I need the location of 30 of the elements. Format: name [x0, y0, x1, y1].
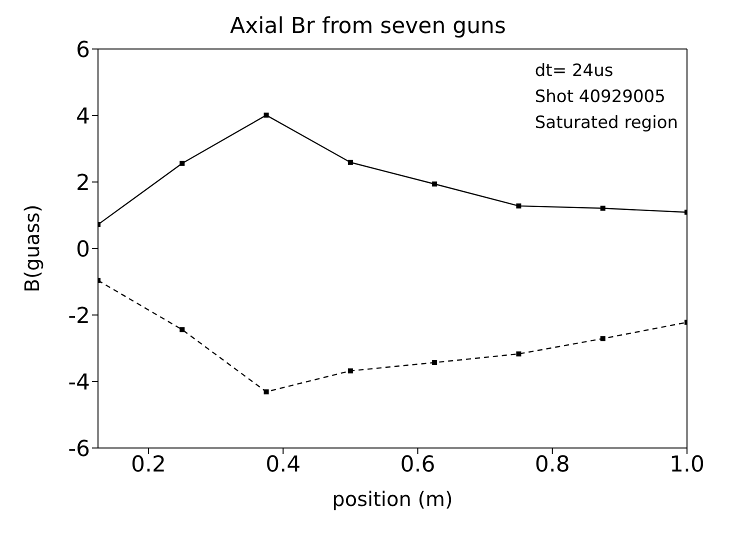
y-tick-label: -4 — [68, 370, 90, 396]
point — [180, 160, 185, 166]
annotation: Saturated region — [534, 112, 678, 135]
y-axis-title: B(guass) — [20, 204, 44, 292]
y-tick-label: 4 — [76, 104, 90, 130]
point — [600, 206, 606, 211]
chart-title: Axial Br from seven guns — [229, 14, 507, 39]
x-tick-label: 1.0 — [670, 452, 704, 478]
point — [348, 160, 353, 165]
x-tick-label: 0.2 — [130, 452, 166, 478]
point — [348, 368, 353, 374]
x-tick-label: 0.4 — [266, 452, 301, 478]
point — [600, 336, 606, 342]
x-tick-label: 0.8 — [534, 452, 570, 478]
point — [516, 351, 522, 356]
annotation: Shot 40929005 — [534, 86, 666, 109]
y-tick-label: -2 — [68, 304, 90, 329]
y-tick-label: 2 — [76, 170, 90, 196]
y-tick-label: 0 — [76, 237, 90, 262]
y-tick-label: -6 — [68, 436, 90, 462]
point — [432, 360, 438, 366]
y-tick-label: 6 — [76, 38, 90, 63]
point — [516, 203, 522, 208]
annotation: dt= 24us — [534, 60, 614, 83]
point — [180, 327, 185, 332]
point — [264, 389, 269, 394]
x-axis-title: position (m) — [332, 487, 453, 511]
point — [264, 112, 269, 118]
x-tick-label: 0.6 — [400, 452, 436, 478]
point — [432, 181, 438, 186]
